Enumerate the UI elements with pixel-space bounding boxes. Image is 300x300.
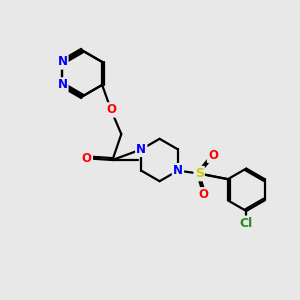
Text: N: N bbox=[173, 164, 183, 177]
Text: O: O bbox=[82, 152, 92, 165]
Text: S: S bbox=[195, 167, 204, 180]
Text: Cl: Cl bbox=[240, 217, 253, 230]
Text: N: N bbox=[57, 56, 68, 68]
Text: O: O bbox=[208, 149, 218, 162]
Text: N: N bbox=[136, 143, 146, 156]
Text: N: N bbox=[57, 78, 68, 92]
Text: O: O bbox=[198, 188, 208, 201]
Text: O: O bbox=[106, 103, 116, 116]
